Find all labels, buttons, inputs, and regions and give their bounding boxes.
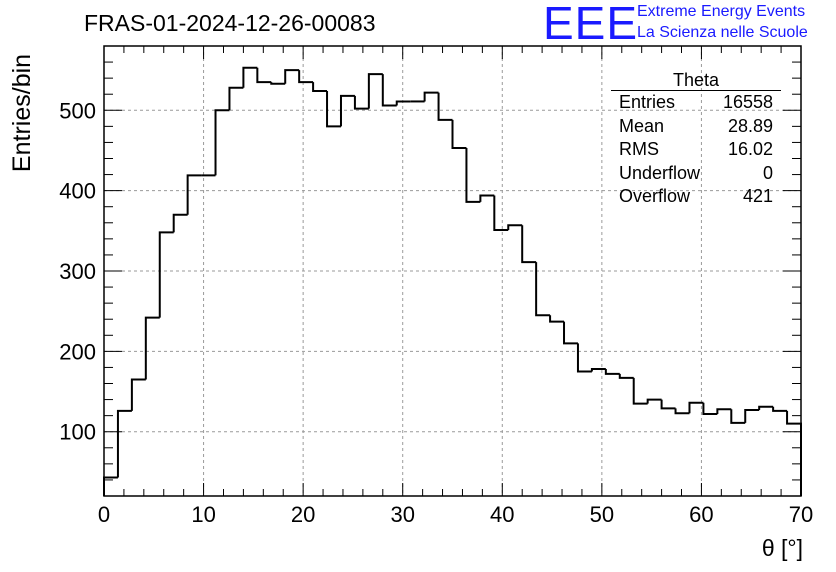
histogram-bin [228,86,244,111]
x-axis-label: θ [°] [762,535,803,561]
x-tick-label: 30 [390,502,414,527]
x-tick-label: 60 [689,502,713,527]
histogram-bin [730,409,746,424]
histogram-bin [214,109,230,176]
histogram-bin [674,408,690,415]
stats-value: 28.89 [727,115,773,136]
stats-row-underflow: Underflow 0 [611,162,781,186]
histogram-bin [158,231,174,318]
x-tick-label: 20 [291,502,315,527]
logo-line-1: Extreme Energy Events [637,3,806,20]
histogram-bin [660,399,676,410]
histogram-bin [395,100,411,106]
histogram-bin [604,369,620,375]
histogram-bin [535,262,551,317]
histogram-bin [702,402,718,416]
histogram-bin [339,94,355,127]
histogram-bin [563,321,578,345]
x-tick-label: 10 [191,502,215,527]
y-tick-label: 100 [59,420,96,445]
histogram-bin [130,378,146,411]
stats-row-overflow: Overflow 421 [611,185,781,209]
stats-value: 16558 [722,92,773,112]
statistics-box: Theta Entries 16558 Mean 28.89 RMS 16.02… [611,70,781,209]
stats-row-mean: Mean 28.89 [611,115,781,139]
stats-row-entries: Entries 16558 [611,91,781,115]
histogram-bin [367,73,383,109]
histogram-bin [437,92,453,121]
eee-logo: EEE [543,0,639,49]
histogram-bin [772,406,788,412]
stats-value: 0 [762,162,773,183]
histogram-bin [716,408,732,415]
stats-value: 421 [742,186,773,206]
tick-labels: 0 10 20 30 40 50 60 70 100 200 300 400 500 [59,98,813,527]
histogram-bin [465,148,481,203]
y-tick-label: 300 [59,259,96,284]
histogram-bin [242,66,258,88]
histogram-bin [451,119,467,150]
histogram-bin [758,405,774,411]
stats-label: Entries [619,92,676,112]
histogram-bin [172,213,188,233]
stats-value: 16.02 [727,139,773,159]
x-tick-label: 70 [789,502,813,527]
stats-label: Overflow [619,186,691,206]
histogram-series [103,66,802,496]
histogram-bin [381,74,397,107]
stats-label: Mean [619,115,665,136]
y-tick-label: 500 [59,98,96,123]
y-axis-label: Entries/bin [8,54,36,172]
logo-line-2: La Scienza nelle Scuole [637,24,808,41]
histogram-bin [186,174,202,215]
histogram-bin [479,194,495,202]
stats-row-rms: RMS 16.02 [611,138,781,162]
x-tick-label: 0 [98,502,110,527]
histogram-bin [116,409,132,478]
histogram-bin [632,377,648,405]
stats-label: Underflow [619,162,701,183]
stats-label: RMS [619,139,659,159]
histogram-bin [326,91,341,128]
x-tick-label: 40 [490,502,514,527]
histogram-bin [549,315,565,323]
stats-name: Theta [611,70,781,91]
x-tick-label: 50 [590,502,614,527]
y-tick-label: 400 [59,179,96,204]
histogram-bin [493,195,509,232]
histogram-bin [744,409,760,423]
histogram-bin [270,82,286,85]
histogram-bin [576,343,592,373]
histogram-bin [284,69,300,84]
histogram-bin [688,401,704,414]
histogram-bin [507,224,523,231]
histogram-bin [353,95,369,110]
histogram-bin [256,67,272,84]
histogram-bin [590,368,606,372]
chart-title: FRAS-01-2024-12-26-00083 [84,10,376,36]
histogram-bin [618,373,634,379]
histogram-bin [298,70,314,84]
axis-ticks [103,45,802,497]
histogram-bin [144,316,160,380]
histogram-bin [423,91,439,102]
histogram-bin [312,82,328,92]
histogram-bin [646,398,662,404]
histogram-bin [786,410,802,496]
y-tick-label: 200 [59,339,96,364]
histogram-bin [521,225,537,264]
